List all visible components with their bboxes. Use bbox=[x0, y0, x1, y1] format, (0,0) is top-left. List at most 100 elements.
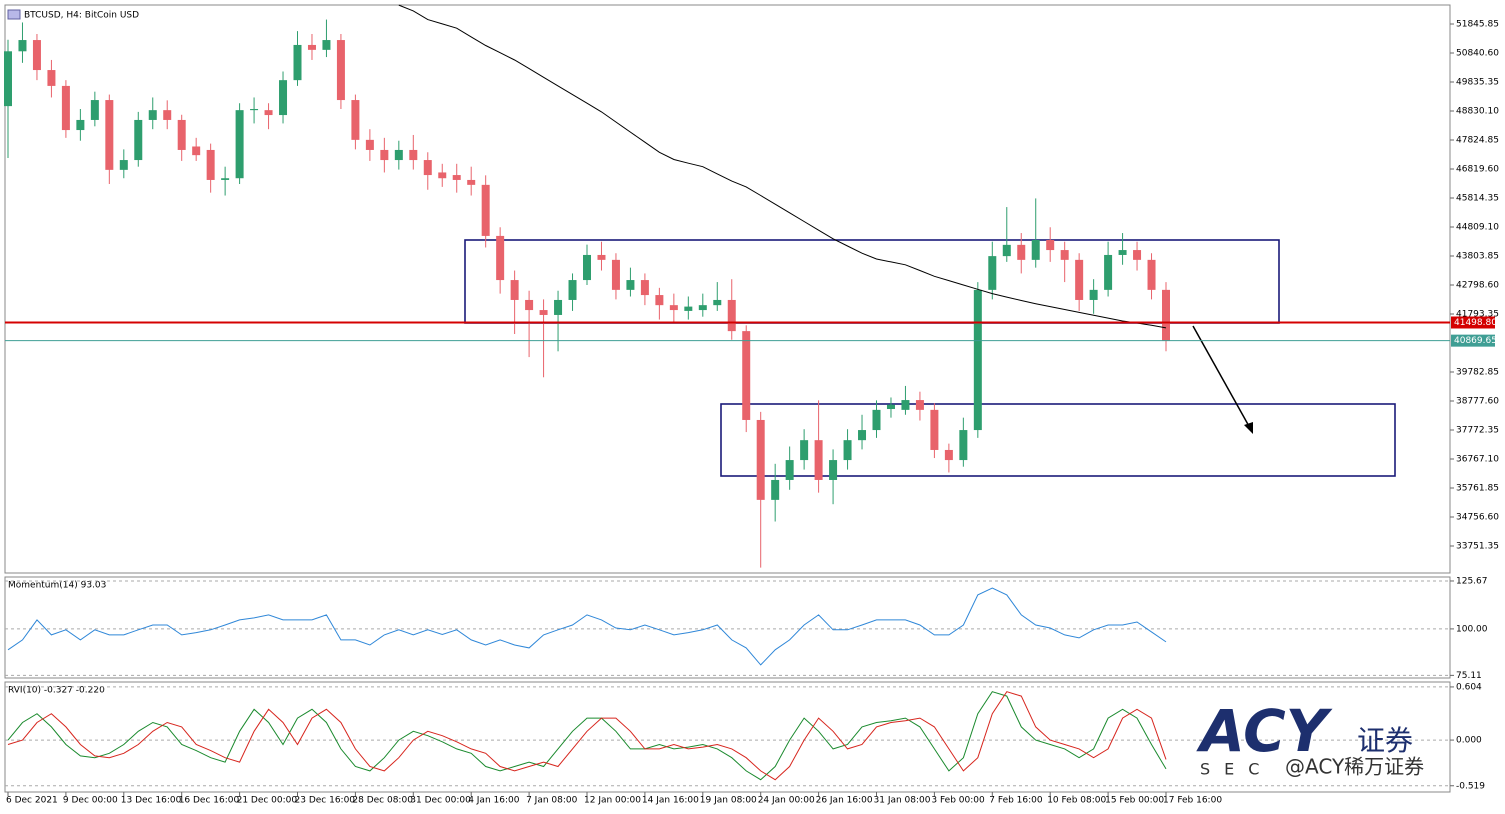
x-tick-label: 14 Jan 16:00 bbox=[642, 796, 699, 806]
y-tick-label: 35761.85 bbox=[1456, 483, 1499, 493]
y-tick-label: 36767.10 bbox=[1456, 454, 1499, 464]
x-tick-label: 21 Dec 00:00 bbox=[237, 796, 298, 806]
indicator-line bbox=[7, 691, 1167, 781]
candle-body bbox=[539, 310, 548, 315]
watermark-logo: ACY bbox=[1196, 697, 1333, 765]
indicator-title: RVI(10) -0.327 -0.220 bbox=[8, 686, 105, 696]
price-label: 40869.65 bbox=[1454, 336, 1497, 346]
price-label: 41498.80 bbox=[1454, 318, 1497, 328]
candle-body bbox=[134, 119, 143, 161]
candle-body bbox=[235, 110, 244, 179]
candle-body bbox=[771, 479, 780, 500]
candle-body bbox=[583, 254, 591, 281]
candle-body bbox=[307, 44, 316, 50]
x-tick-label: 26 Jan 16:00 bbox=[816, 796, 873, 806]
candle-body bbox=[988, 256, 997, 290]
watermark-handle: @ACY稀万证券 bbox=[1285, 755, 1424, 779]
x-tick-label: 7 Feb 16:00 bbox=[989, 796, 1043, 806]
y-tick-label: 44809.10 bbox=[1456, 223, 1499, 233]
y-tick-label: 125.67 bbox=[1456, 576, 1488, 586]
candle-body bbox=[438, 172, 447, 179]
arrow bbox=[1192, 325, 1251, 429]
candle-body bbox=[1046, 239, 1055, 251]
candle-body bbox=[886, 404, 895, 410]
chart-title: BTCUSD, H4: BitCoin USD bbox=[24, 11, 139, 21]
candle-body bbox=[76, 119, 85, 131]
candle-body bbox=[785, 460, 794, 480]
symbol-icon bbox=[7, 9, 21, 20]
candle-body bbox=[177, 119, 186, 150]
y-tick-label: 100.00 bbox=[1456, 624, 1488, 634]
indicator-title: Momentum(14) 93.03 bbox=[8, 581, 106, 591]
candle-body bbox=[148, 110, 157, 120]
candle-body bbox=[1118, 250, 1127, 255]
y-tick-label: 38777.60 bbox=[1456, 396, 1499, 406]
y-tick-label: 42798.60 bbox=[1456, 281, 1499, 291]
candle-body bbox=[944, 449, 953, 461]
x-tick-label: 17 Feb 16:00 bbox=[1163, 796, 1222, 806]
moving-average bbox=[398, 4, 1167, 329]
x-tick-label: 9 Dec 00:00 bbox=[63, 796, 118, 806]
y-tick-label: 41793.35 bbox=[1456, 310, 1499, 320]
y-tick-label: 37772.35 bbox=[1456, 425, 1499, 435]
candle-body bbox=[206, 149, 215, 180]
x-tick-label: 28 Dec 08:00 bbox=[352, 796, 413, 806]
candle-body bbox=[47, 70, 56, 86]
candle-body bbox=[496, 235, 505, 281]
y-tick-label: 50840.60 bbox=[1456, 49, 1499, 59]
x-tick-label: 31 Dec 00:00 bbox=[410, 796, 471, 806]
y-tick-label: 48830.10 bbox=[1456, 107, 1499, 117]
candle-body bbox=[293, 44, 302, 81]
indicator-line bbox=[7, 587, 1167, 666]
x-tick-label: 10 Feb 08:00 bbox=[1047, 796, 1106, 806]
momentum-panel bbox=[4, 576, 1451, 679]
y-tick-label: 39782.85 bbox=[1456, 367, 1499, 377]
x-tick-label: 6 Dec 2021 bbox=[6, 796, 58, 806]
candle-body bbox=[1031, 239, 1040, 260]
y-tick-label: 75.11 bbox=[1456, 671, 1482, 681]
candle-body bbox=[640, 280, 649, 296]
candle-body bbox=[4, 51, 12, 107]
candle-body bbox=[1133, 250, 1142, 260]
candle-body bbox=[829, 460, 838, 480]
candle-body bbox=[380, 149, 389, 161]
candle-body bbox=[1147, 259, 1156, 290]
candle-body bbox=[336, 40, 345, 101]
x-tick-label: 13 Dec 16:00 bbox=[121, 796, 182, 806]
x-tick-label: 19 Jan 08:00 bbox=[700, 796, 757, 806]
y-tick-label: 34756.60 bbox=[1456, 512, 1499, 522]
x-tick-label: 23 Dec 16:00 bbox=[295, 796, 356, 806]
candle-body bbox=[351, 100, 360, 140]
watermark-name: 证券 bbox=[1357, 724, 1413, 757]
x-tick-label: 3 Feb 00:00 bbox=[931, 796, 985, 806]
watermark: ACY 证券 SEC @ACY稀万证券 bbox=[1196, 697, 1424, 778]
candle-body bbox=[279, 80, 288, 116]
y-tick-label: -0.519 bbox=[1456, 781, 1485, 791]
candle-body bbox=[843, 440, 852, 461]
candle-body bbox=[32, 40, 41, 71]
candle-body bbox=[959, 430, 968, 461]
candle-body bbox=[163, 110, 172, 120]
x-tick-label: 4 Jan 16:00 bbox=[468, 796, 520, 806]
price-label-box bbox=[1451, 334, 1495, 347]
indicator-line bbox=[7, 691, 1167, 781]
candle-body bbox=[322, 40, 331, 50]
candle-body bbox=[800, 440, 809, 461]
y-tick-label: 0.604 bbox=[1456, 682, 1482, 692]
candle-body bbox=[756, 419, 765, 500]
candle-body bbox=[192, 146, 201, 156]
candle-body bbox=[510, 280, 519, 300]
candle-body bbox=[727, 299, 736, 332]
candle-body bbox=[221, 178, 230, 180]
candle-body bbox=[409, 149, 418, 161]
target-zone bbox=[720, 403, 1396, 477]
y-tick-label: 43803.85 bbox=[1456, 252, 1499, 262]
candle-body bbox=[554, 299, 563, 315]
candle-body bbox=[1075, 259, 1084, 300]
candle-body bbox=[930, 409, 939, 450]
candle-body bbox=[1060, 250, 1069, 260]
candle-body bbox=[264, 110, 273, 116]
candle-body bbox=[568, 280, 577, 300]
